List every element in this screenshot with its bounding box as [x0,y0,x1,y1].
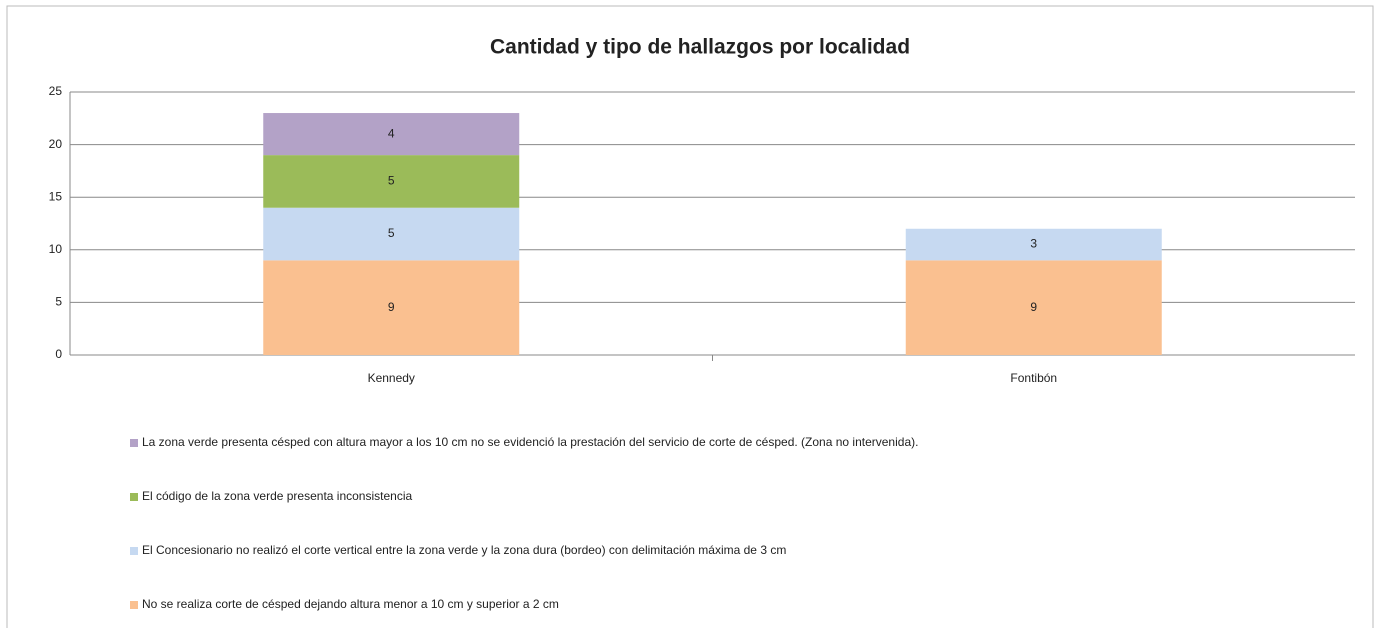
data-label: 4 [388,126,395,140]
bar-segment [263,113,520,156]
legend-label: No se realiza corte de césped dejando al… [142,597,559,611]
bar-segment [905,260,1162,355]
bar-segment [905,228,1162,261]
legend-label: La zona verde presenta césped con altura… [142,435,918,449]
y-tick-label: 15 [49,189,63,203]
chart-frame [6,5,1374,633]
legend-marker [130,601,138,609]
bar-segment [263,155,520,208]
legend-marker [130,547,138,555]
x-tick-label: Kennedy [368,371,415,385]
bar-segment [263,207,520,261]
y-tick-label: 20 [49,137,63,151]
data-label: 5 [388,174,395,188]
y-tick-label: 5 [55,295,62,309]
data-label: 9 [1030,300,1037,314]
legend-label: El código de la zona verde presenta inco… [142,489,412,503]
data-label: 9 [388,300,395,314]
bar-segment [263,260,520,355]
legend-marker [130,439,138,447]
chart-title: Cantidad y tipo de hallazgos por localid… [490,36,910,59]
y-tick-label: 0 [55,347,62,361]
x-tick-label: Fontibón [1010,371,1057,385]
y-tick-label: 25 [49,84,63,98]
data-label: 3 [1030,237,1037,251]
data-label: 5 [388,226,395,240]
y-tick-label: 10 [49,242,63,256]
legend-marker [130,493,138,501]
legend-label: El Concesionario no realizó el corte ver… [142,543,786,557]
